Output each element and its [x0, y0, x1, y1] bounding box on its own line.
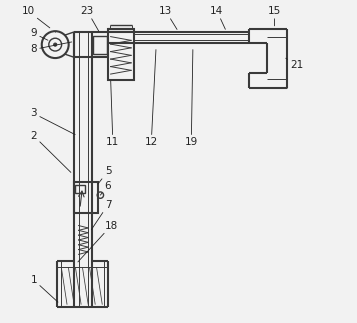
Bar [108, 29, 134, 80]
Text: 13: 13 [159, 6, 177, 29]
Text: 1: 1 [30, 275, 58, 302]
Text: 7: 7 [91, 200, 111, 230]
Text: 18: 18 [78, 221, 118, 262]
Text: 19: 19 [185, 50, 198, 147]
Text: 6: 6 [100, 181, 111, 195]
Text: 8: 8 [30, 42, 72, 54]
Text: 3: 3 [30, 109, 75, 135]
Text: 14: 14 [210, 6, 225, 29]
Text: 11: 11 [106, 81, 120, 147]
Bar [75, 185, 85, 193]
Circle shape [54, 43, 57, 46]
Text: 15: 15 [268, 6, 281, 26]
Bar [93, 36, 107, 54]
Bar [74, 182, 98, 213]
Text: 2: 2 [30, 131, 71, 172]
Text: 5: 5 [98, 166, 111, 184]
Text: 21: 21 [286, 58, 303, 70]
Text: 10: 10 [21, 6, 50, 28]
Text: 9: 9 [30, 28, 48, 40]
Text: 23: 23 [81, 6, 99, 31]
Text: 12: 12 [145, 50, 158, 147]
